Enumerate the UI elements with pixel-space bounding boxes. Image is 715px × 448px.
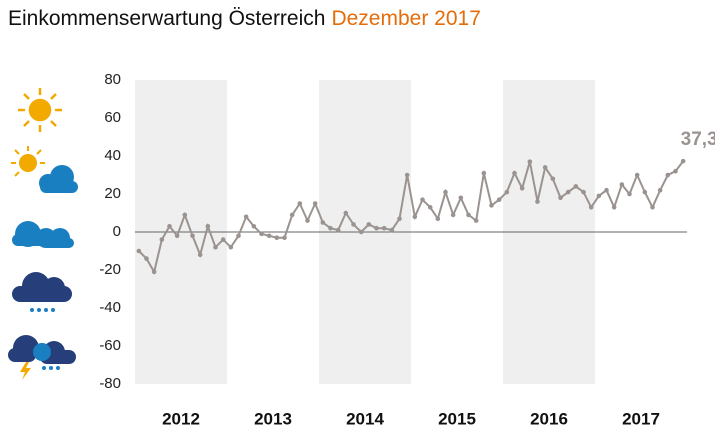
point: [205, 224, 211, 229]
point: [489, 203, 494, 208]
icon-rain: [12, 272, 72, 312]
point: [282, 235, 287, 240]
y-tick-label: -20: [99, 261, 121, 278]
point: [389, 227, 395, 233]
point: [642, 189, 648, 195]
point: [519, 186, 525, 191]
point: [381, 225, 387, 231]
point: [220, 237, 226, 242]
point: [565, 189, 571, 195]
plot-area: 2012 2013 2014 2015 2016 2017 -80 -60 -40 -20 0 20 4…: [99, 71, 715, 429]
y-tick-label: -60: [99, 337, 121, 354]
point: [404, 172, 410, 178]
y-tick-label: 20: [104, 185, 121, 202]
point: [320, 220, 326, 225]
point: [167, 224, 172, 229]
point: [466, 212, 471, 218]
point: [412, 214, 418, 220]
y-tick-label: 40: [104, 147, 121, 164]
point: [289, 212, 295, 218]
x-tick-label: 2015: [438, 409, 476, 428]
x-tick-label: 2017: [622, 409, 660, 428]
point: [190, 233, 195, 239]
point: [174, 233, 180, 239]
point: [182, 212, 188, 218]
point: [236, 233, 241, 239]
point: [458, 195, 464, 201]
point: [481, 170, 487, 176]
point: [550, 176, 556, 182]
point: [581, 189, 586, 195]
point: [443, 189, 448, 195]
point: [596, 193, 602, 199]
point: [366, 222, 372, 227]
point: [427, 205, 433, 210]
point: [665, 172, 671, 178]
point: [136, 248, 142, 254]
point: [259, 231, 264, 237]
point: [573, 184, 579, 189]
point: [604, 187, 609, 193]
point: [611, 205, 617, 210]
point: [619, 182, 625, 187]
point: [542, 165, 548, 170]
point: [504, 189, 510, 195]
x-tick-label: 2016: [530, 409, 568, 428]
title: Einkommenserwartung Österreich: [8, 7, 325, 30]
weather-icons: [8, 88, 78, 380]
point: [335, 227, 341, 233]
point: [657, 187, 663, 193]
point: [343, 210, 349, 216]
icon-sun: [18, 88, 62, 132]
point: [558, 195, 563, 201]
point: [297, 201, 303, 206]
subtitle: Dezember 2017: [331, 7, 480, 30]
point: [397, 216, 402, 221]
point: [358, 229, 364, 235]
icon-storm: [8, 335, 76, 380]
point: [274, 235, 280, 240]
x-tick-label: 2013: [254, 409, 292, 428]
point: [213, 244, 218, 250]
value-label: 37,3: [681, 129, 715, 150]
point: [328, 225, 333, 231]
point: [450, 212, 456, 218]
point: [266, 233, 272, 239]
point: [351, 222, 356, 227]
icon-sun-cloud: [11, 146, 78, 193]
point: [588, 205, 594, 210]
icon-cloud: [12, 221, 74, 248]
point: [650, 205, 655, 210]
point: [305, 218, 310, 223]
point: [512, 170, 517, 176]
point: [228, 244, 234, 250]
point: [159, 237, 165, 242]
point: [251, 224, 257, 229]
point: [420, 197, 425, 202]
y-tick-label: 60: [104, 109, 121, 126]
point: [527, 159, 533, 164]
y-tick-label: 0: [113, 223, 121, 240]
point: [634, 172, 640, 178]
point: [680, 158, 686, 164]
point: [151, 269, 157, 275]
point: [197, 252, 203, 258]
y-tick-label: -80: [99, 375, 121, 392]
point: [473, 218, 479, 223]
point: [496, 197, 502, 202]
point: [374, 225, 379, 231]
x-tick-label: 2012: [162, 409, 200, 428]
chart-title: Einkommenserwartung Österreich Dezember 2…: [8, 7, 481, 30]
point: [627, 191, 632, 197]
y-tick-label: 80: [104, 71, 121, 88]
point: [243, 214, 249, 220]
y-tick-label: -40: [99, 299, 121, 316]
point: [673, 168, 678, 174]
point: [144, 256, 149, 261]
point: [535, 199, 540, 204]
point: [435, 216, 441, 221]
x-tick-label: 2014: [346, 409, 384, 428]
point: [312, 201, 318, 206]
